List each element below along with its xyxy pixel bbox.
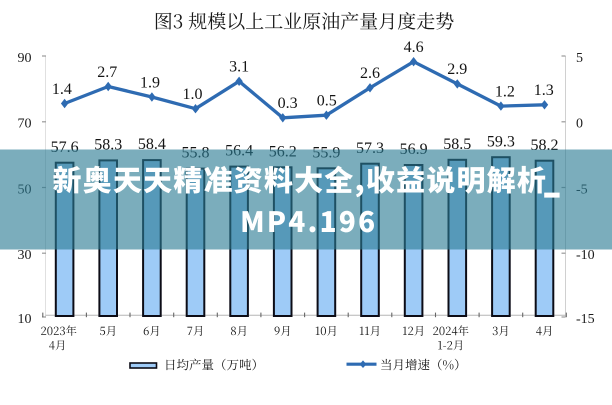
svg-text:4.6: 4.6 [404, 39, 424, 56]
svg-text:1.0: 1.0 [183, 86, 203, 103]
svg-text:5: 5 [576, 51, 583, 66]
svg-text:10: 10 [18, 312, 32, 327]
svg-text:2.7: 2.7 [97, 64, 117, 81]
svg-text:3.1: 3.1 [229, 59, 249, 76]
svg-text:2.9: 2.9 [447, 61, 467, 78]
svg-text:70: 70 [18, 117, 32, 132]
svg-text:1.3: 1.3 [534, 82, 554, 99]
svg-text:2.6: 2.6 [360, 65, 380, 82]
svg-text:1.9: 1.9 [140, 74, 160, 91]
svg-text:-10: -10 [576, 248, 595, 263]
svg-text:1.4: 1.4 [52, 81, 72, 98]
svg-text:59.3: 59.3 [487, 133, 515, 150]
svg-text:58.3: 58.3 [94, 137, 122, 154]
svg-text:30: 30 [18, 248, 32, 263]
svg-text:-15: -15 [576, 312, 595, 327]
svg-text:58.5: 58.5 [443, 136, 471, 153]
svg-text:90: 90 [18, 51, 32, 66]
svg-text:0.3: 0.3 [278, 95, 298, 112]
svg-text:0.5: 0.5 [317, 93, 337, 110]
svg-text:0: 0 [576, 117, 583, 132]
svg-text:58.4: 58.4 [138, 136, 166, 153]
svg-text:1.2: 1.2 [495, 83, 515, 100]
